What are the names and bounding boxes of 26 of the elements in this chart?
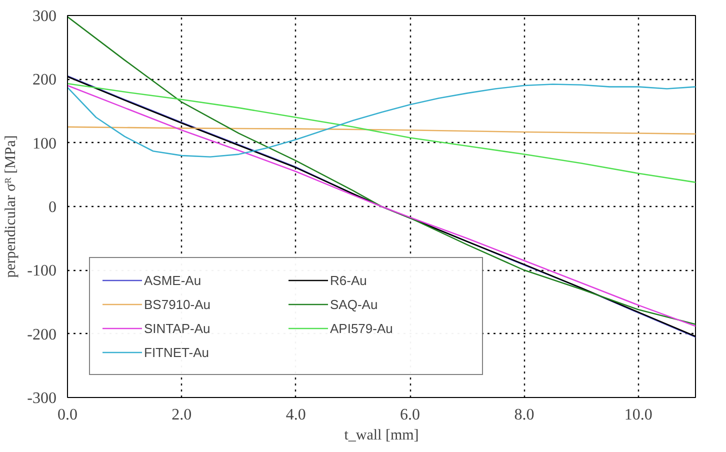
y-axis-title: perpendicular σᴿ [MPa] bbox=[3, 135, 20, 278]
line-series bbox=[68, 84, 696, 158]
legend-label: BS7910-Au bbox=[144, 296, 212, 312]
y-tick-label: -300 bbox=[27, 390, 56, 407]
x-axis-title: t_wall [mm] bbox=[344, 428, 419, 444]
y-tick-label: 300 bbox=[32, 8, 56, 25]
x-tick-label: 8.0 bbox=[514, 406, 534, 424]
line-series bbox=[68, 82, 696, 183]
x-tick-label: 6.0 bbox=[400, 406, 420, 424]
y-tick-label: -200 bbox=[27, 326, 56, 344]
legend-label: ASME-Au bbox=[144, 272, 202, 288]
line-series bbox=[68, 126, 696, 135]
legend-label: SINTAP-Au bbox=[144, 320, 212, 336]
y-tick-label: 200 bbox=[32, 72, 56, 89]
x-tick-label: 4.0 bbox=[286, 406, 306, 424]
x-tick-label: 0.0 bbox=[58, 406, 78, 424]
legend-label: SAQ-Au bbox=[330, 296, 379, 312]
x-tick-label: 10.0 bbox=[624, 406, 652, 424]
y-tick-label: 0 bbox=[48, 199, 56, 216]
x-tick-label: 2.0 bbox=[172, 406, 192, 424]
legend-label: API579-Au bbox=[330, 320, 394, 336]
legend-label: FITNET-Au bbox=[144, 344, 210, 360]
y-tick-label: -100 bbox=[27, 262, 56, 280]
line-series bbox=[68, 16, 696, 325]
y-tick-label: 100 bbox=[32, 135, 56, 152]
legend-label: R6-Au bbox=[330, 272, 368, 288]
